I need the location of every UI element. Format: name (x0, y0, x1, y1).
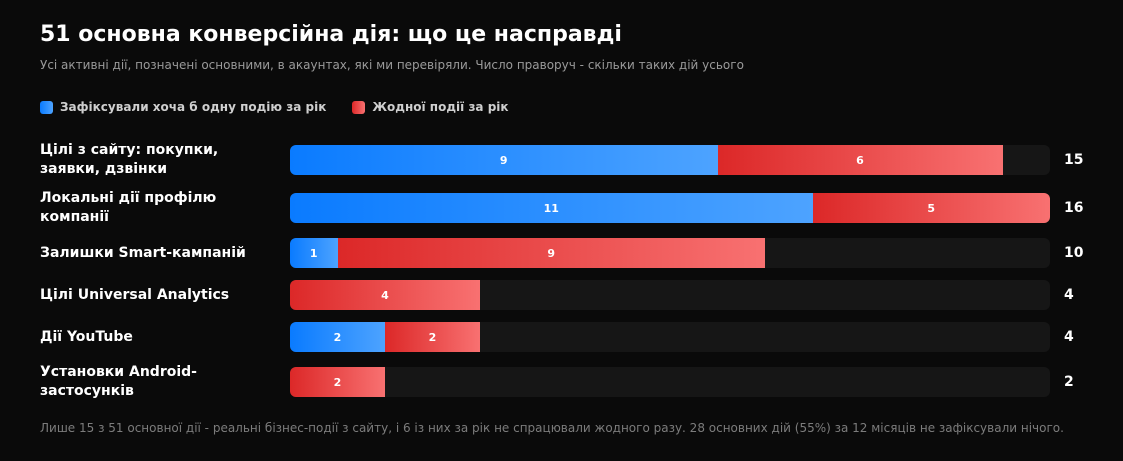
chart-title: 51 основна конверсійна дія: що це наспра… (40, 22, 622, 47)
bar-track: 2 (290, 367, 1050, 397)
category-label: Дії YouTube (40, 328, 133, 345)
bar-segment-not-fired: 4 (290, 280, 480, 310)
row-total: 4 (1064, 287, 1074, 303)
legend-swatch-fired (40, 100, 53, 114)
bar-segment-not-fired: 6 (717, 145, 1003, 175)
bar-segment-not-fired: 5 (812, 193, 1050, 223)
footnote: Лише 15 з 51 основної дії - реальні бізн… (40, 421, 1064, 435)
bar-segment-not-fired: 2 (385, 322, 480, 352)
category-label: Локальні дії профілю компанії (40, 190, 217, 225)
bar-segment-not-fired: 9 (337, 238, 765, 268)
row-total: 2 (1064, 374, 1074, 390)
bar-segment-fired: 1 (290, 238, 338, 268)
chart-subtitle: Усі активні дії, позначені основними, в … (40, 58, 744, 72)
category-label: Цілі з сайту: покупки, заявки, дзвінки (40, 142, 219, 177)
row-total: 10 (1064, 245, 1084, 261)
bar-segment-not-fired: 2 (290, 367, 385, 397)
bar-track: 4 (290, 280, 1050, 310)
legend-label-not-fired: Жодної події за рік (372, 100, 509, 114)
row-total: 4 (1064, 329, 1074, 345)
category-label: Установки Android-застосунків (40, 364, 197, 399)
bar-segment-fired: 11 (290, 193, 813, 223)
row-total: 15 (1064, 152, 1084, 168)
bar-track: 11 5 (290, 193, 1050, 223)
category-label: Залишки Smart-кампаній (40, 244, 246, 261)
category-label: Цілі Universal Analytics (40, 286, 230, 303)
legend-swatch-not-fired (352, 100, 366, 114)
legend-item-fired: Зафіксували хоча б одну подію за рік (40, 100, 326, 114)
bar-segment-fired: 9 (290, 145, 718, 175)
legend-label-fired: Зафіксували хоча б одну подію за рік (60, 100, 327, 114)
legend: Зафіксували хоча б одну подію за рік Жод… (40, 100, 535, 114)
bar-segment-fired: 2 (290, 322, 385, 352)
legend-item-not-fired: Жодної події за рік (352, 100, 509, 114)
row-total: 16 (1064, 200, 1084, 216)
